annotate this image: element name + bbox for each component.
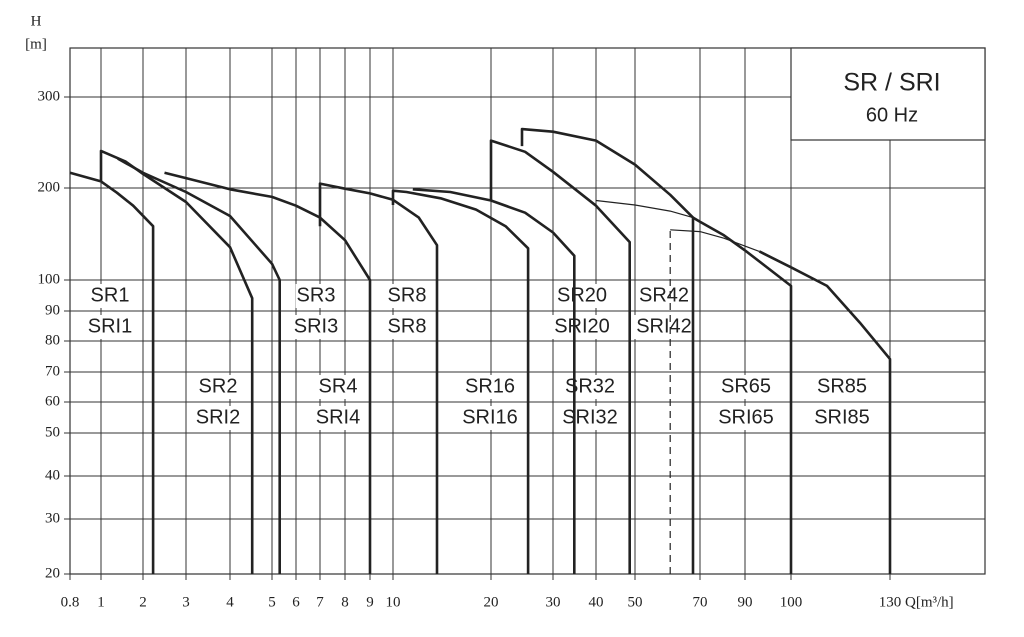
y-tick-label: 300 — [38, 88, 61, 104]
pump-label: SR20 — [557, 284, 607, 306]
pump-label: SR8 — [388, 284, 427, 306]
annotation-bg — [464, 375, 516, 399]
annotation-bg — [810, 406, 874, 430]
y-tick-label: 20 — [45, 565, 60, 581]
annotation-bg — [386, 315, 428, 339]
x-axis-label: Q[m³/h] — [905, 594, 954, 610]
annotation-bg — [458, 406, 522, 430]
x-tick-label: 10 — [386, 594, 401, 610]
x-tick-label: 130 — [879, 594, 902, 610]
annotation-bg — [386, 284, 428, 308]
annotation-bg — [632, 315, 696, 339]
x-tick-label: 0.8 — [61, 594, 80, 610]
x-tick-label: 3 — [182, 594, 190, 610]
box-title: SR / SRI — [843, 69, 940, 97]
pump-curve — [489, 139, 631, 574]
pump-curve — [412, 188, 576, 574]
annotation-bg — [192, 406, 244, 430]
box-subtitle: 60 Hz — [866, 104, 918, 126]
pump-curve — [99, 149, 254, 574]
pump-label: SR32 — [565, 375, 615, 397]
pump-label: SRI20 — [554, 315, 610, 337]
x-tick-label: 9 — [366, 594, 374, 610]
pump-curve — [391, 189, 530, 574]
pump-label: SR4 — [319, 375, 358, 397]
annotation-bg — [84, 315, 136, 339]
x-tick-label: 90 — [738, 594, 753, 610]
pump-curve — [670, 229, 760, 252]
pump-label: SR3 — [297, 284, 336, 306]
annotation-bg — [816, 375, 868, 399]
y-tick-label: 200 — [38, 179, 61, 195]
x-tick-label: 30 — [546, 594, 561, 610]
y-tick-label: 40 — [45, 467, 60, 483]
annotation-bg — [564, 375, 616, 399]
y-tick-label: 30 — [45, 510, 60, 526]
y-tick-label: 100 — [38, 271, 61, 287]
annotation-bg — [556, 284, 608, 308]
annotation-bg — [720, 375, 772, 399]
x-tick-label: 1 — [97, 594, 105, 610]
y-tick-label: 50 — [45, 424, 60, 440]
pump-label: SR8 — [388, 315, 427, 337]
y-tick-label: 60 — [45, 393, 60, 409]
pump-label: SRI3 — [294, 315, 338, 337]
x-tick-label: 8 — [341, 594, 349, 610]
annotation-bg — [550, 315, 614, 339]
y-tick-label: 70 — [45, 363, 60, 379]
pump-label: SRI65 — [718, 406, 774, 428]
annotation-bg — [714, 406, 778, 430]
x-tick-label: 70 — [693, 594, 708, 610]
annotation-bg — [317, 375, 359, 399]
x-tick-label: 4 — [226, 594, 234, 610]
pump-label: SRI1 — [88, 315, 132, 337]
pump-label: SR16 — [465, 375, 515, 397]
pump-curve — [164, 171, 372, 574]
annotation-bg — [638, 284, 690, 308]
annotation-bg — [312, 406, 364, 430]
pump-label: SRI16 — [462, 406, 518, 428]
pump-curve — [692, 216, 793, 574]
pump-curve — [117, 157, 281, 574]
pump-curve — [758, 250, 892, 574]
annotation-bg — [89, 284, 131, 308]
pump-label: SR1 — [91, 284, 130, 306]
pump-label: SRI2 — [196, 406, 240, 428]
pump-curve — [520, 127, 695, 574]
annotation-bg — [295, 284, 337, 308]
x-tick-label: 40 — [589, 594, 604, 610]
y-tick-label: 90 — [45, 302, 60, 318]
pump-curve — [69, 171, 155, 574]
annotation-bg — [290, 315, 342, 339]
pump-label: SR2 — [199, 375, 238, 397]
x-tick-label: 2 — [139, 594, 147, 610]
pump-curve — [318, 182, 439, 574]
y-axis-unit: [m] — [25, 36, 47, 52]
y-axis-label: H — [31, 13, 42, 29]
pump-label: SR85 — [817, 375, 867, 397]
annotation-bg — [197, 375, 239, 399]
annotation-bg — [558, 406, 622, 430]
pump-label: SRI32 — [562, 406, 618, 428]
pump-label: SRI85 — [814, 406, 870, 428]
pump-label: SRI42 — [636, 315, 692, 337]
x-tick-label: 100 — [780, 594, 803, 610]
pump-label: SR65 — [721, 375, 771, 397]
x-tick-label: 6 — [292, 594, 300, 610]
pump-label: SRI4 — [316, 406, 360, 428]
x-tick-label: 5 — [268, 594, 276, 610]
x-tick-label: 50 — [628, 594, 643, 610]
pump-curve — [595, 199, 694, 219]
title-box — [790, 47, 986, 141]
x-tick-label: 7 — [316, 594, 324, 610]
x-tick-label: 20 — [484, 594, 499, 610]
y-tick-label: 80 — [45, 332, 60, 348]
pump-label: SR42 — [639, 284, 689, 306]
